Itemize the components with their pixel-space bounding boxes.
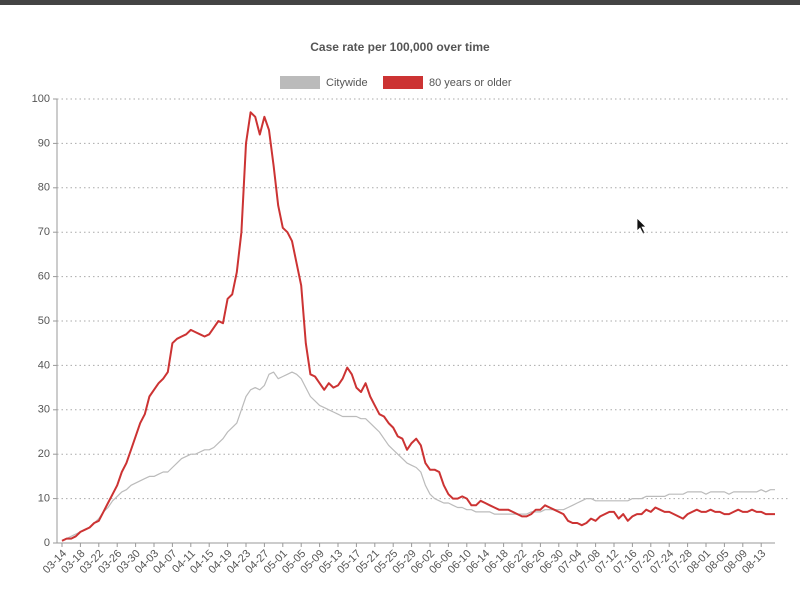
y-tick-label: 60	[38, 271, 50, 283]
series-line	[61, 111, 775, 542]
y-tick-label: 10	[38, 493, 50, 505]
legend-label: 80 years or older	[429, 77, 512, 89]
y-tick-label: 70	[38, 226, 50, 238]
y-tick-label: 0	[44, 537, 50, 549]
window-top-bar	[0, 0, 800, 5]
series-line	[61, 371, 775, 542]
y-tick-label: 40	[38, 359, 50, 371]
y-tick-label: 50	[38, 315, 50, 327]
y-tick-label: 80	[38, 182, 50, 194]
y-tick-label: 100	[32, 93, 50, 105]
legend-swatch	[280, 76, 320, 89]
y-tick-label: 30	[38, 404, 50, 416]
y-tick-label: 20	[38, 448, 50, 460]
chart-title: Case rate per 100,000 over time	[310, 40, 490, 54]
mouse-cursor	[636, 217, 647, 235]
legend-swatch	[383, 76, 423, 89]
y-tick-label: 90	[38, 137, 50, 149]
legend-label: Citywide	[326, 77, 368, 89]
